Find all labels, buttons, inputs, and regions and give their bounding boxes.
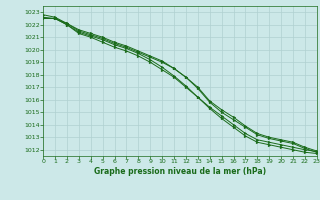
X-axis label: Graphe pression niveau de la mer (hPa): Graphe pression niveau de la mer (hPa) [94, 167, 266, 176]
